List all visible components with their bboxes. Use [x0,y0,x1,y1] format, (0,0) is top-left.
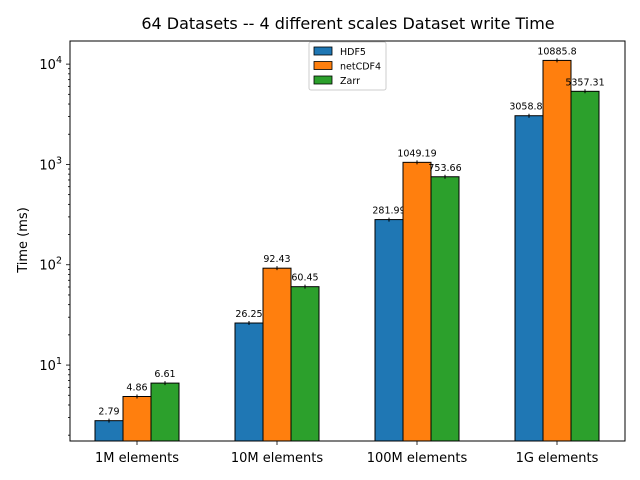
bar [514,115,544,442]
x-tick-label: 10M elements [231,451,323,466]
data-label: 3058.86 [509,102,548,113]
bar [150,382,180,442]
legend-swatch [313,61,333,70]
bar [374,219,404,442]
legend: HDF5 netCDF4 Zarr [308,41,387,91]
plot-area: 101 102 103 104 2.79 4.86 6.61 1M elements 26.25… [39,40,626,466]
legend-label: Zarr [340,76,360,87]
bar [290,286,320,442]
data-label: 60.45 [291,273,318,284]
data-label: 281.99 [372,206,405,217]
axes-frame [69,40,626,442]
chart-title: 64 Datasets -- 4 different scales Datase… [141,14,554,33]
bar [234,322,264,442]
bar [262,267,292,442]
bar [430,176,460,442]
data-label: 1049.19 [397,148,436,159]
bar [94,420,124,442]
legend-swatch [313,75,333,85]
data-label: 753.66 [428,163,461,174]
data-label: 10885.8 [537,46,576,57]
bar [570,90,600,442]
data-label: 2.79 [98,407,119,418]
data-label: 5357.31 [565,77,604,88]
y-tick-label: 104 [39,55,62,73]
y-tick-label: 101 [39,356,62,374]
data-label: 26.25 [235,309,262,320]
legend-label: HDF5 [340,47,366,58]
legend-swatch [313,46,333,56]
legend-label: netCDF4 [340,62,381,73]
y-tick-label: 102 [39,256,62,274]
y-tick-label: 103 [39,155,62,173]
bar [122,396,152,442]
x-tick-label: 1M elements [95,451,179,466]
data-label: 92.43 [263,254,290,265]
data-label: 6.61 [154,369,175,380]
bar [542,59,572,442]
data-label: 4.86 [126,383,147,394]
x-tick-label: 1G elements [516,451,599,466]
y-axis-label: Time (ms) [16,207,31,274]
x-tick-label: 100M elements [367,451,468,466]
bar [402,161,432,442]
